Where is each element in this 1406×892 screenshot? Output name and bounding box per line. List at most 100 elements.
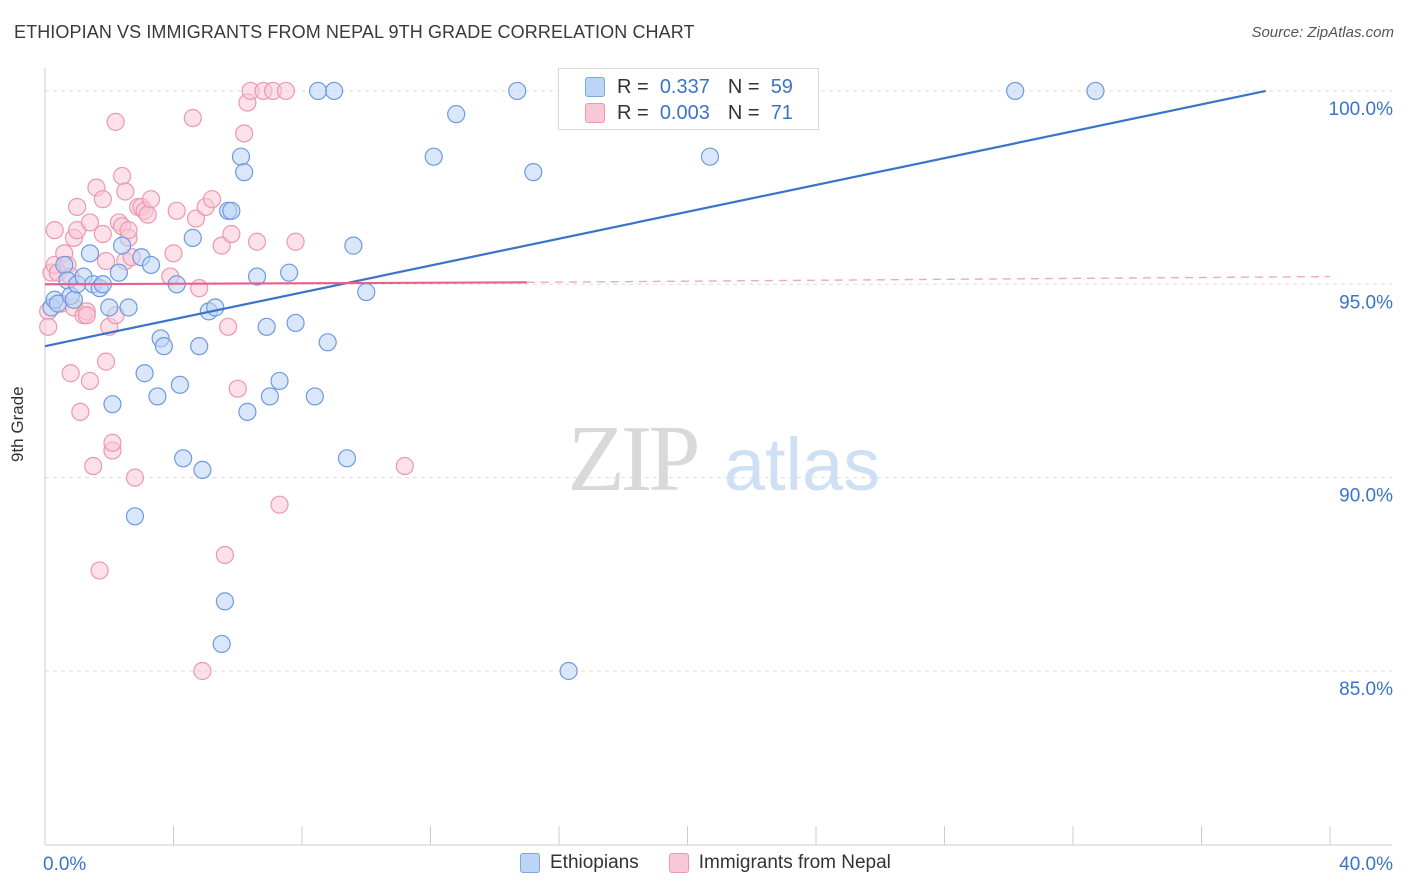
watermark-zip: ZIP (568, 407, 698, 511)
point-ethiopian (100, 298, 119, 317)
point-ethiopian (183, 228, 202, 247)
y-tick-label: 90.0% (1339, 486, 1393, 507)
point-ethiopian (212, 634, 231, 654)
point-ethiopian (112, 236, 132, 255)
point-nepal (125, 468, 145, 487)
point-ethiopian (325, 81, 344, 101)
point-ethiopian (135, 364, 154, 383)
legend-r-label: R = (617, 75, 649, 98)
point-ethiopian (337, 449, 357, 468)
point-nepal (96, 251, 116, 271)
point-ethiopian (154, 337, 173, 356)
point-ethiopian (305, 387, 324, 406)
point-ethiopian (344, 236, 363, 255)
point-ethiopian (141, 255, 161, 275)
point-ethiopian (80, 244, 100, 263)
point-ethiopian (286, 313, 305, 333)
source-label: Source: ZipAtlas.com (1251, 24, 1394, 41)
point-nepal (61, 364, 80, 383)
point-ethiopian (119, 298, 138, 317)
point-ethiopian (318, 333, 337, 352)
point-ethiopian (170, 375, 190, 394)
point-ethiopian (260, 387, 279, 406)
legend-swatch-pink (585, 103, 605, 123)
point-nepal (235, 124, 254, 143)
legend-r-value-blue: 0.337 (659, 75, 710, 98)
point-ethiopian (215, 592, 234, 611)
point-nepal (286, 232, 305, 251)
chart-title: ETHIOPIAN VS IMMIGRANTS FROM NEPAL 9TH G… (14, 22, 695, 42)
point-ethiopian (700, 147, 720, 166)
tick-labels: 100.0% 95.0% 90.0% 85.0% 0.0% 40.0% (43, 99, 1393, 875)
point-nepal (103, 433, 122, 452)
point-ethiopian (270, 371, 289, 391)
point-nepal (183, 108, 202, 128)
point-nepal (93, 224, 112, 244)
point-nepal (247, 232, 267, 251)
point-ethiopian (257, 317, 276, 336)
point-ethiopian (524, 163, 543, 182)
legend-swatch-pink (668, 853, 689, 873)
point-nepal (212, 236, 231, 255)
point-ethiopian (1086, 81, 1105, 101)
trend-line-ethiopians (44, 89, 1266, 348)
legend-label-nepal: Immigrants from Nepal (698, 852, 891, 873)
point-ethiopian (424, 147, 443, 166)
point-ethiopian (238, 402, 257, 421)
trend-line-nepal-extension (526, 275, 1331, 284)
point-nepal (222, 224, 241, 244)
point-nepal (116, 182, 135, 201)
point-ethiopian (559, 661, 578, 681)
point-nepal (141, 190, 161, 209)
point-nepal (119, 221, 138, 240)
point-nepal (39, 317, 58, 336)
point-ethiopian (55, 255, 74, 275)
point-ethiopian (1006, 81, 1025, 101)
point-nepal (228, 379, 247, 398)
legend-r-label: R = (617, 101, 649, 124)
point-ethiopian (174, 449, 193, 468)
point-nepal (186, 209, 206, 228)
legend-swatch-blue (520, 853, 540, 873)
point-nepal (84, 456, 103, 476)
point-ethiopian (64, 290, 84, 309)
axes (44, 68, 1392, 846)
point-ethiopian (308, 81, 328, 101)
point-nepal (164, 244, 183, 263)
y-tick-label: 95.0% (1339, 292, 1393, 313)
watermark-atlas: atlas (724, 423, 880, 506)
y-axis-label: 9th Grade (8, 386, 27, 462)
point-nepal (395, 456, 414, 476)
legend-swatch-blue (585, 77, 605, 97)
point-nepal (138, 205, 157, 224)
y-tick-label: 100.0% (1329, 99, 1394, 120)
point-ethiopian (508, 81, 527, 101)
point-nepal (190, 279, 209, 298)
point-ethiopian (247, 267, 267, 286)
point-ethiopian (231, 147, 251, 166)
point-nepal (93, 190, 112, 209)
legend-item-ethiopians[interactable]: Ethiopians (520, 852, 639, 874)
legend-r-value-pink: 0.003 (659, 101, 710, 124)
point-ethiopian (447, 105, 466, 124)
point-nepal (193, 661, 212, 681)
point-nepal (68, 197, 87, 217)
point-nepal (202, 190, 222, 209)
point-nepal (106, 112, 125, 131)
x-tick-label: 0.0% (43, 854, 86, 875)
y-tick-label: 85.0% (1339, 679, 1393, 700)
legend-item-nepal[interactable]: Immigrants from Nepal (668, 852, 891, 874)
point-ethiopian (357, 282, 376, 302)
point-ethiopian (148, 387, 167, 406)
point-nepal (219, 317, 238, 336)
point-ethiopian (109, 263, 128, 282)
series-legend: Ethiopians Immigrants from Nepal (520, 852, 921, 874)
correlation-legend: R = 0.337 N = 59 R = 0.003 N = 71 (558, 68, 819, 130)
point-ethiopian (190, 337, 209, 356)
legend-n-value-blue: 59 (770, 75, 793, 98)
point-ethiopian (103, 395, 122, 414)
series-nepal-points (39, 81, 414, 681)
point-nepal (80, 371, 100, 391)
point-nepal (215, 545, 234, 565)
point-ethiopian (222, 201, 241, 220)
